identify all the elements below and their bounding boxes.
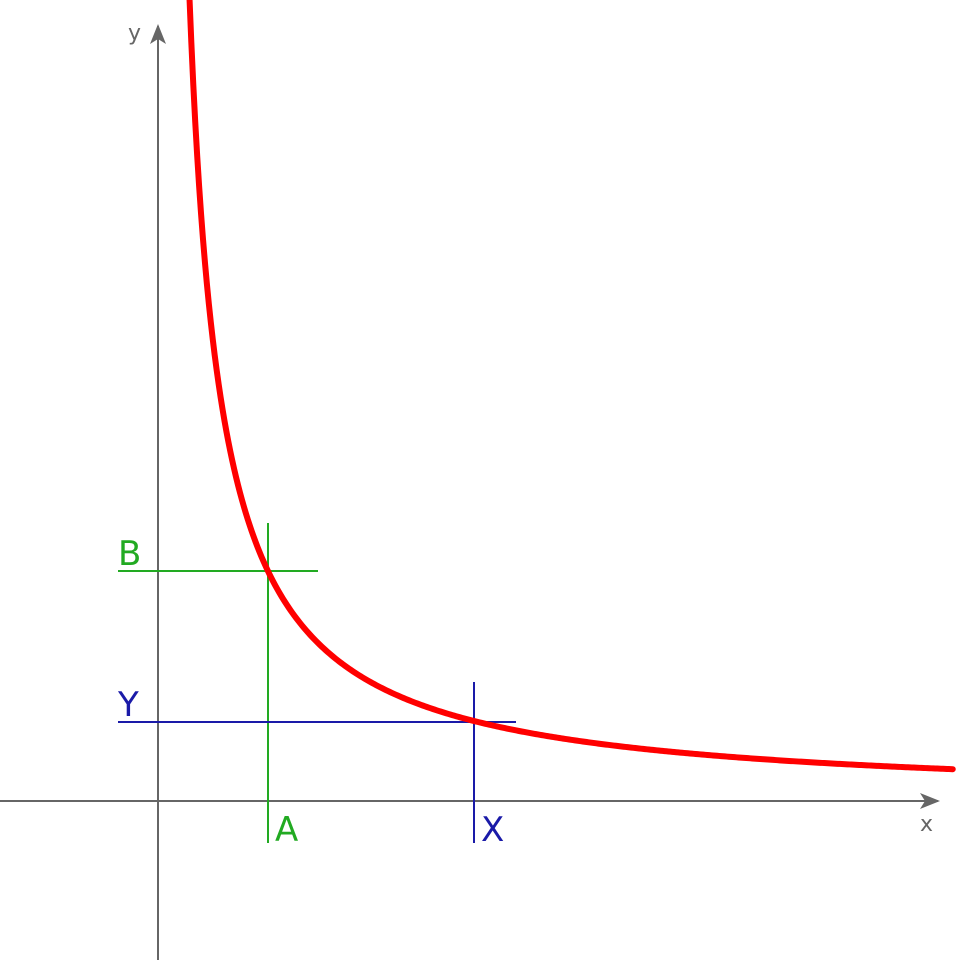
point-a-label: A xyxy=(275,810,298,850)
point-y-label: Y xyxy=(117,685,139,725)
x-axis-label: x xyxy=(920,812,933,837)
point-x-label: X xyxy=(481,810,504,850)
y-axis-label: y xyxy=(128,21,141,46)
point-b-label: B xyxy=(118,534,141,574)
hyperbola-curve xyxy=(186,0,956,773)
